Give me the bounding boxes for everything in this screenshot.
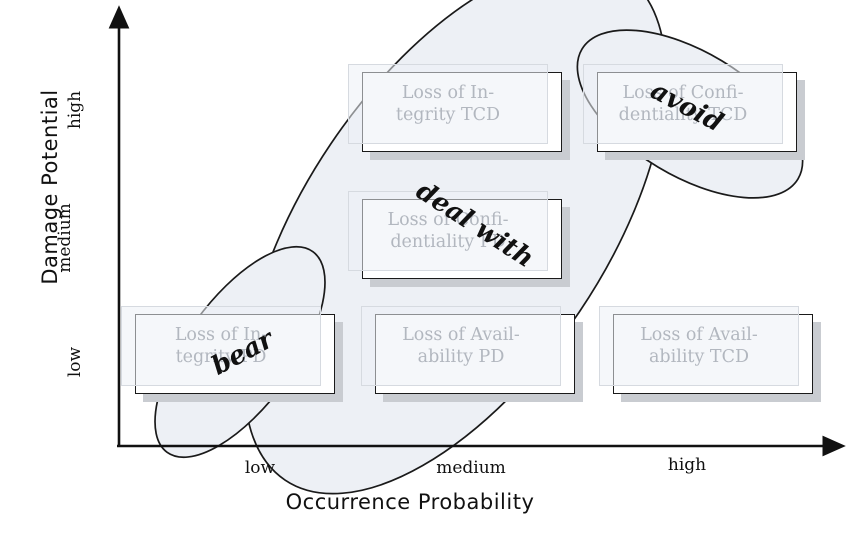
cell-label-line2: dentiality PD: [390, 232, 506, 252]
cell-label-line1: Loss of Confi-: [387, 209, 509, 230]
risk-cell-loss-of-integrity-pd[interactable]: Loss of In-tegrity PD: [121, 306, 343, 402]
cell-label-plate: Loss of Confi-dentiality TCD: [583, 64, 783, 144]
cell-label-line2: dentiality TCD: [618, 105, 748, 125]
cell-label-line1: Loss of Avail-: [402, 324, 520, 345]
cell-label-plate: Loss of Confi-dentiality PD: [348, 191, 548, 271]
x-tick-low: low: [244, 458, 276, 478]
cell-label-plate: Loss of Avail-ability PD: [361, 306, 561, 386]
x-axis-title: Occurrence Probability: [285, 490, 535, 514]
cell-label-plate: Loss of In-tegrity PD: [121, 306, 321, 386]
cell-label-line2: ability TCD: [648, 347, 749, 367]
risk-cell-loss-of-availability-tcd[interactable]: Loss of Avail-ability TCD: [599, 306, 821, 402]
cell-label-line2: ability PD: [417, 347, 505, 367]
risk-cell-loss-of-confidentiality-tcd[interactable]: Loss of Confi-dentiality TCD: [583, 64, 805, 160]
risk-cell-loss-of-integrity-tcd[interactable]: Loss of In-tegrity TCD: [348, 64, 570, 160]
y-tick-medium: medium: [55, 203, 75, 273]
cell-label-line1: Loss of Confi-: [622, 82, 744, 103]
cell-label-plate: Loss of Avail-ability TCD: [599, 306, 799, 386]
cell-label-line1: Loss of In-: [401, 82, 495, 103]
y-tick-low: low: [65, 346, 85, 378]
x-tick-high: high: [667, 455, 707, 475]
cell-label-plate: Loss of In-tegrity TCD: [348, 64, 548, 144]
cell-label-line1: Loss of Avail-: [640, 324, 758, 345]
y-tick-high: high: [65, 90, 85, 130]
risk-cell-loss-of-availability-pd[interactable]: Loss of Avail-ability PD: [361, 306, 583, 402]
cell-label-line2: tegrity PD: [175, 347, 267, 367]
cell-label-line1: Loss of In-: [174, 324, 268, 345]
risk-cell-loss-of-confidentiality-pd[interactable]: Loss of Confi-dentiality PD: [348, 191, 570, 287]
x-tick-medium: medium: [436, 458, 506, 478]
cell-label-line2: tegrity TCD: [395, 105, 501, 125]
